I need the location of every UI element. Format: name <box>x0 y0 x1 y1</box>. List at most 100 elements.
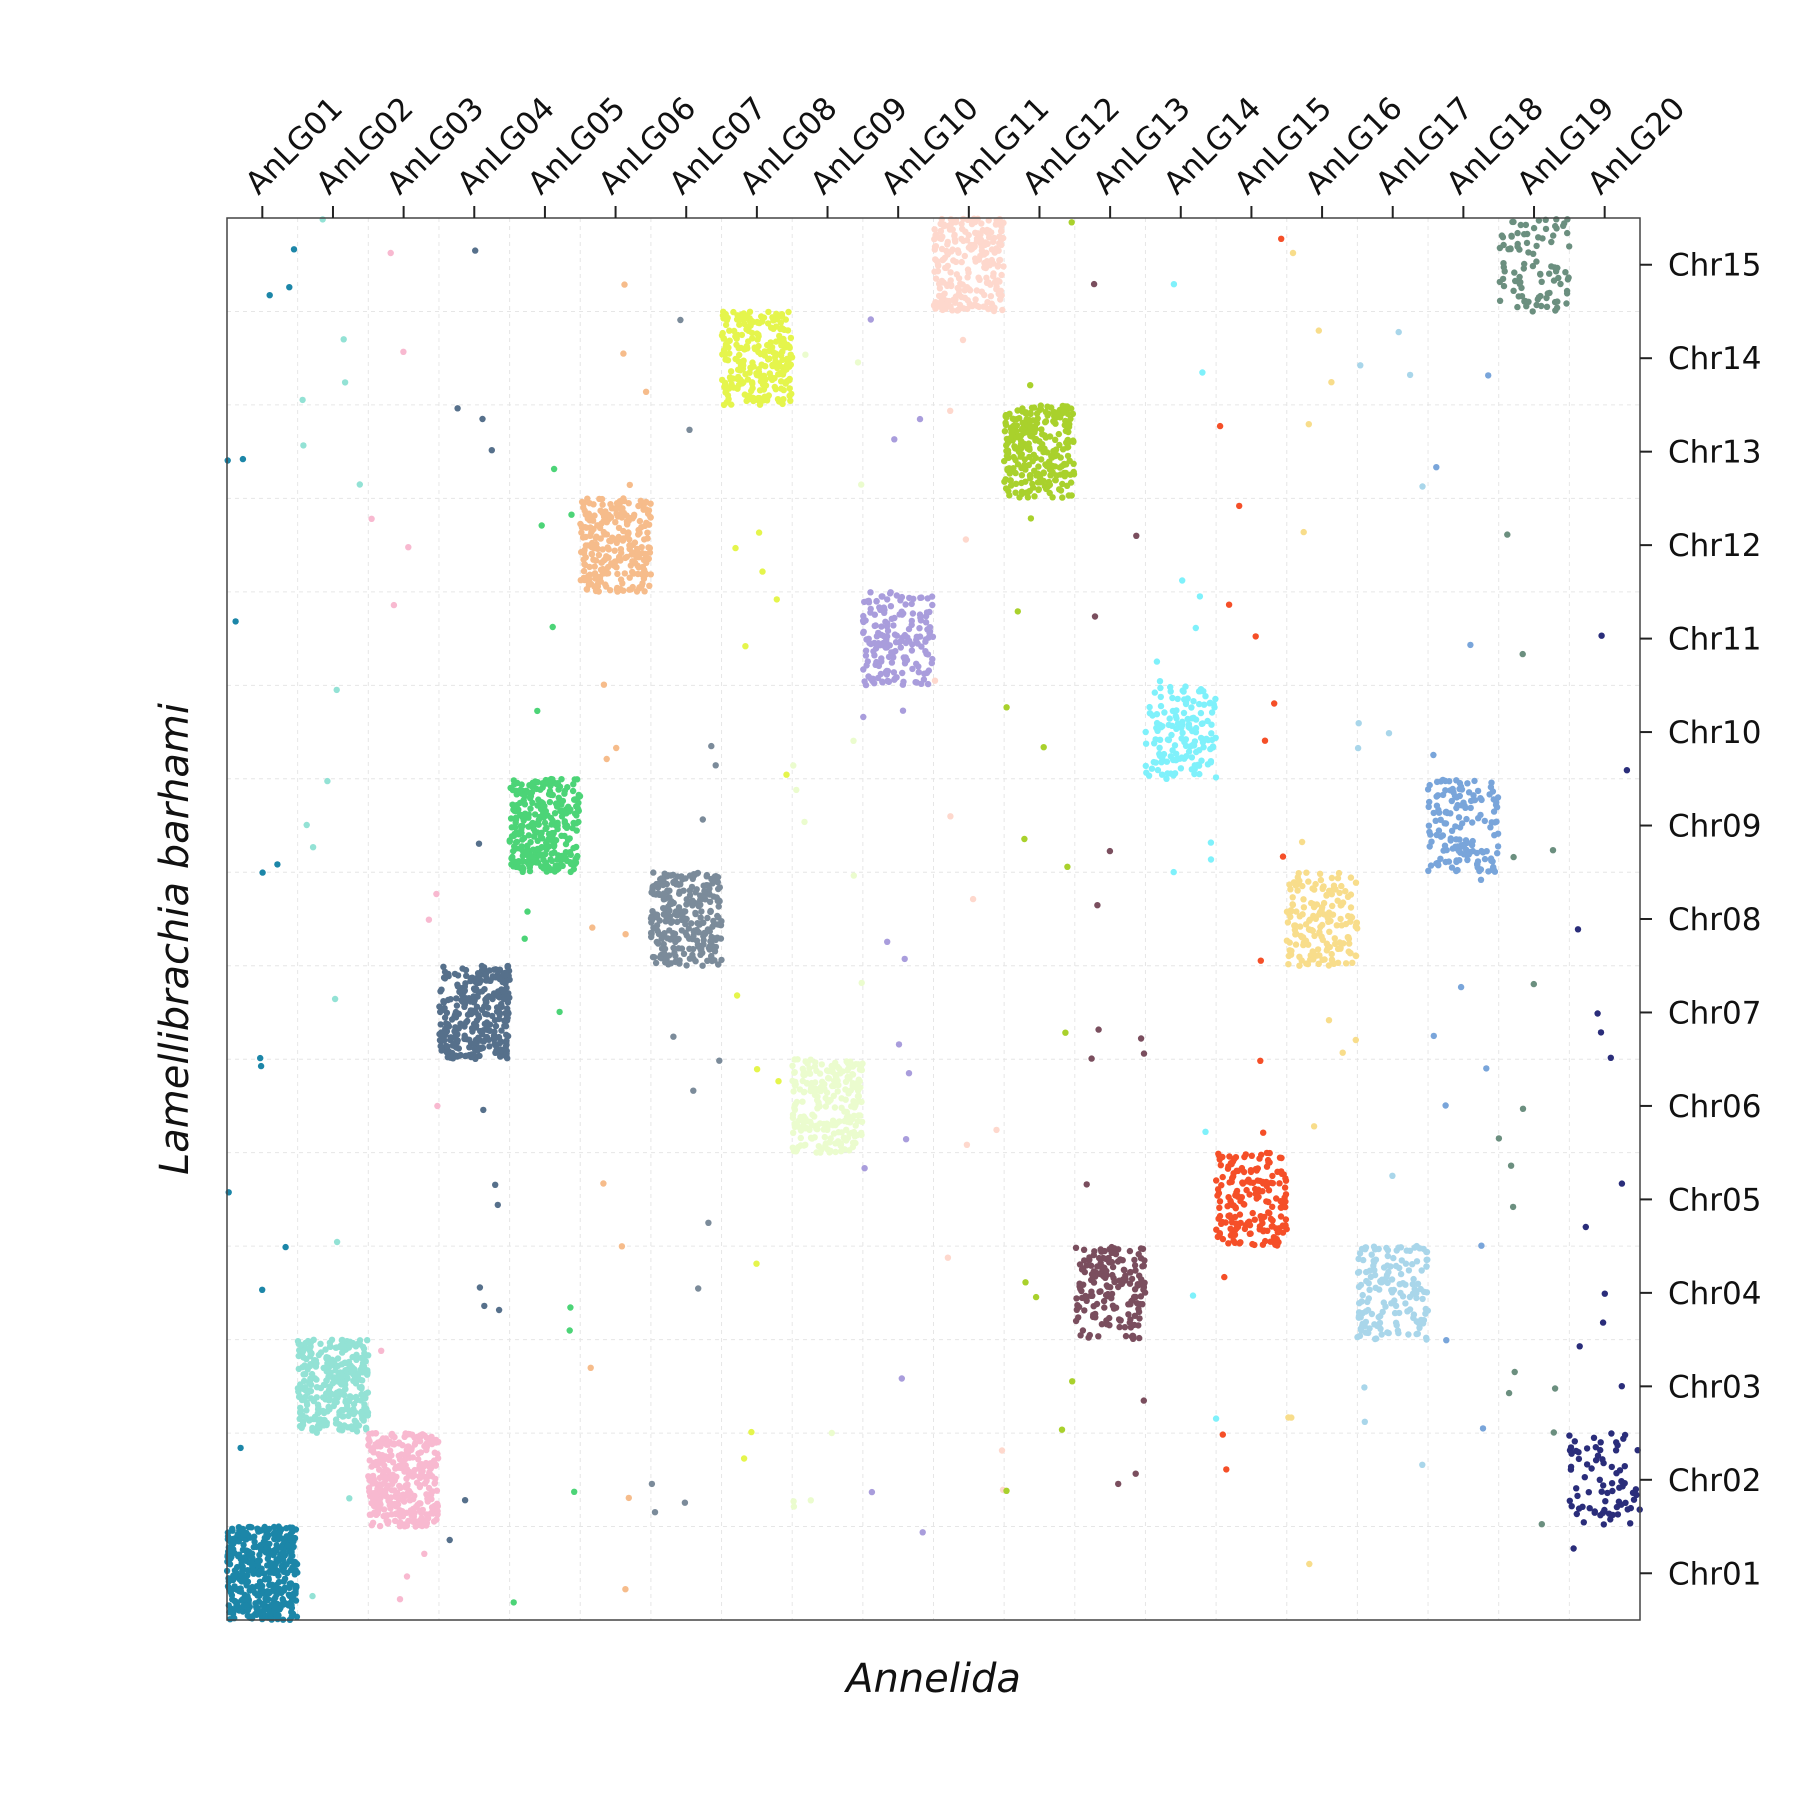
block-point <box>621 570 628 577</box>
scatter-point <box>1133 532 1140 539</box>
block-point <box>650 869 657 876</box>
scatter-point <box>286 284 293 291</box>
scatter-point <box>488 447 495 454</box>
block-point <box>1347 904 1355 911</box>
block-point <box>1352 879 1360 886</box>
scatter-point <box>510 1599 517 1606</box>
block-point <box>438 1033 445 1040</box>
block-point <box>346 1393 354 1400</box>
block-point <box>656 954 664 961</box>
scatter-point <box>690 1087 697 1094</box>
block-point <box>607 501 614 508</box>
scatter-point <box>475 840 483 847</box>
block-point <box>1039 441 1046 448</box>
block-point <box>587 524 594 531</box>
block-point <box>1563 287 1571 295</box>
block-point <box>642 570 649 577</box>
block-point <box>1056 486 1063 493</box>
block-point <box>1033 419 1041 427</box>
block-point <box>608 560 615 567</box>
block-point <box>548 850 555 857</box>
block-point <box>546 798 554 806</box>
block-point <box>1311 932 1318 940</box>
block-point <box>1228 1214 1235 1222</box>
block-point <box>620 587 627 594</box>
block-point <box>1509 218 1516 226</box>
block-point <box>1384 1279 1391 1287</box>
block-point <box>871 680 878 687</box>
scatter-point <box>346 1495 353 1502</box>
scatter-point <box>1443 1337 1450 1344</box>
scatter-point <box>1216 422 1224 430</box>
block-point <box>1371 1335 1379 1343</box>
block-point <box>1355 1283 1363 1291</box>
block-point <box>652 959 660 967</box>
block-point <box>578 524 586 531</box>
scatter-point <box>931 677 939 684</box>
block-point <box>503 1012 511 1020</box>
block-point <box>1568 1503 1575 1510</box>
block-point <box>1410 1275 1417 1283</box>
block-point <box>1080 1265 1087 1272</box>
block-point <box>270 1523 278 1531</box>
block-point <box>999 306 1006 314</box>
scatter-point <box>530 833 538 840</box>
scatter-point <box>567 1304 574 1311</box>
y-tick-label: Chr08 <box>1668 902 1761 938</box>
block-point <box>987 293 995 300</box>
block-point <box>307 1395 315 1402</box>
block-point <box>720 335 727 342</box>
block-point <box>416 1483 424 1491</box>
block-point <box>411 1466 418 1474</box>
block-point <box>787 334 795 342</box>
block-point <box>1435 809 1443 816</box>
block-point <box>515 787 523 795</box>
block-point <box>624 521 631 528</box>
block-point <box>599 546 606 553</box>
scatter-point <box>748 1428 755 1436</box>
block-point <box>283 1561 290 1568</box>
block-point <box>489 973 496 980</box>
scatter-point <box>1069 1378 1076 1385</box>
block-point <box>348 1369 355 1376</box>
block-point <box>502 1022 510 1030</box>
block-point <box>795 1143 802 1151</box>
block-point <box>431 1480 438 1487</box>
block-point <box>1499 275 1507 283</box>
block-point <box>829 1117 837 1124</box>
block-point <box>411 1472 418 1479</box>
scatter-point <box>1430 1032 1438 1040</box>
block-point <box>1624 1506 1631 1513</box>
scatter-point <box>600 681 608 688</box>
block-point <box>908 600 915 608</box>
block-point <box>567 851 574 858</box>
scatter-point <box>613 744 620 752</box>
block-point <box>1500 241 1507 249</box>
block-point <box>861 678 868 685</box>
block-point <box>1232 1220 1240 1227</box>
block-point <box>1525 249 1532 256</box>
block-point <box>902 601 909 608</box>
x-axis-title: Annelida <box>843 1656 1021 1702</box>
block-point <box>1024 410 1031 417</box>
block-point <box>781 341 788 348</box>
block-point <box>1562 269 1569 276</box>
block-point <box>1291 922 1299 929</box>
block-point <box>443 1049 450 1056</box>
block-point <box>482 996 489 1003</box>
block-point <box>349 1364 356 1371</box>
block-point <box>678 927 685 934</box>
block-point <box>890 622 897 629</box>
block-point <box>1529 308 1536 315</box>
block-point <box>1616 1484 1623 1491</box>
block-point <box>561 819 568 827</box>
block-point <box>1002 413 1009 420</box>
block-point <box>1358 1327 1365 1334</box>
block-point <box>461 1023 468 1030</box>
block-point <box>1347 874 1355 881</box>
scatter-point <box>753 1260 760 1267</box>
block-point <box>1488 779 1495 786</box>
block-point <box>1456 836 1463 843</box>
scatter-point <box>1285 1414 1292 1421</box>
block-point <box>1177 765 1185 772</box>
